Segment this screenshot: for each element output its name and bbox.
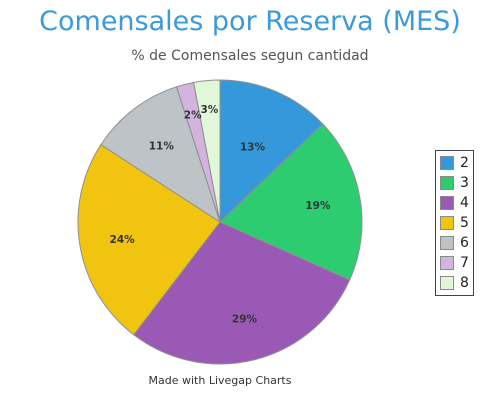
slice-label-5: 24%: [110, 234, 136, 246]
slice-label-8: 3%: [200, 104, 218, 116]
legend-swatch: [440, 196, 454, 210]
credit-text: Made with Livegap Charts: [148, 374, 292, 387]
slice-label-3: 19%: [305, 200, 331, 212]
pie-slice-4: [132, 221, 351, 365]
pie-labels: 13% 19% 29% 24% 11% 2%3%: [110, 104, 331, 325]
pie-slice-2: [219, 79, 324, 224]
legend-swatch: [440, 276, 454, 290]
legend-item-3[interactable]: 3: [440, 173, 469, 193]
legend-item-8[interactable]: 8: [440, 273, 469, 293]
pie-slices: [77, 79, 363, 365]
slice-label-2: 13%: [240, 141, 266, 153]
legend-swatch: [440, 256, 454, 270]
legend-swatch: [440, 176, 454, 190]
legend-label: 5: [460, 215, 469, 231]
legend-swatch: [440, 216, 454, 230]
legend-item-2[interactable]: 2: [440, 153, 469, 173]
chart-title: Comensales por Reserva (MES): [39, 6, 461, 37]
chart-subtitle: % de Comensales segun cantidad: [131, 48, 369, 64]
chart-legend: 2 3 4 5 6 7 8: [435, 150, 474, 296]
legend-label: 7: [460, 255, 469, 271]
legend-label: 4: [460, 195, 469, 211]
legend-item-5[interactable]: 5: [440, 213, 469, 233]
legend-item-6[interactable]: 6: [440, 233, 469, 253]
legend-swatch: [440, 156, 454, 170]
legend-item-4[interactable]: 4: [440, 193, 469, 213]
legend-label: 3: [460, 175, 469, 191]
legend-label: 8: [460, 275, 469, 291]
legend-item-7[interactable]: 7: [440, 253, 469, 273]
legend-label: 2: [460, 155, 469, 171]
slice-label-6: 11%: [149, 140, 175, 152]
slice-label-4: 29%: [232, 313, 258, 325]
pie-slice-5: [77, 144, 221, 336]
pie-slice-3: [219, 123, 363, 281]
pie-slice-6: [100, 86, 221, 224]
slice-label-7: 2%: [184, 110, 202, 122]
legend-label: 6: [460, 235, 469, 251]
legend-swatch: [440, 236, 454, 250]
pie-slice-8: [193, 79, 221, 223]
